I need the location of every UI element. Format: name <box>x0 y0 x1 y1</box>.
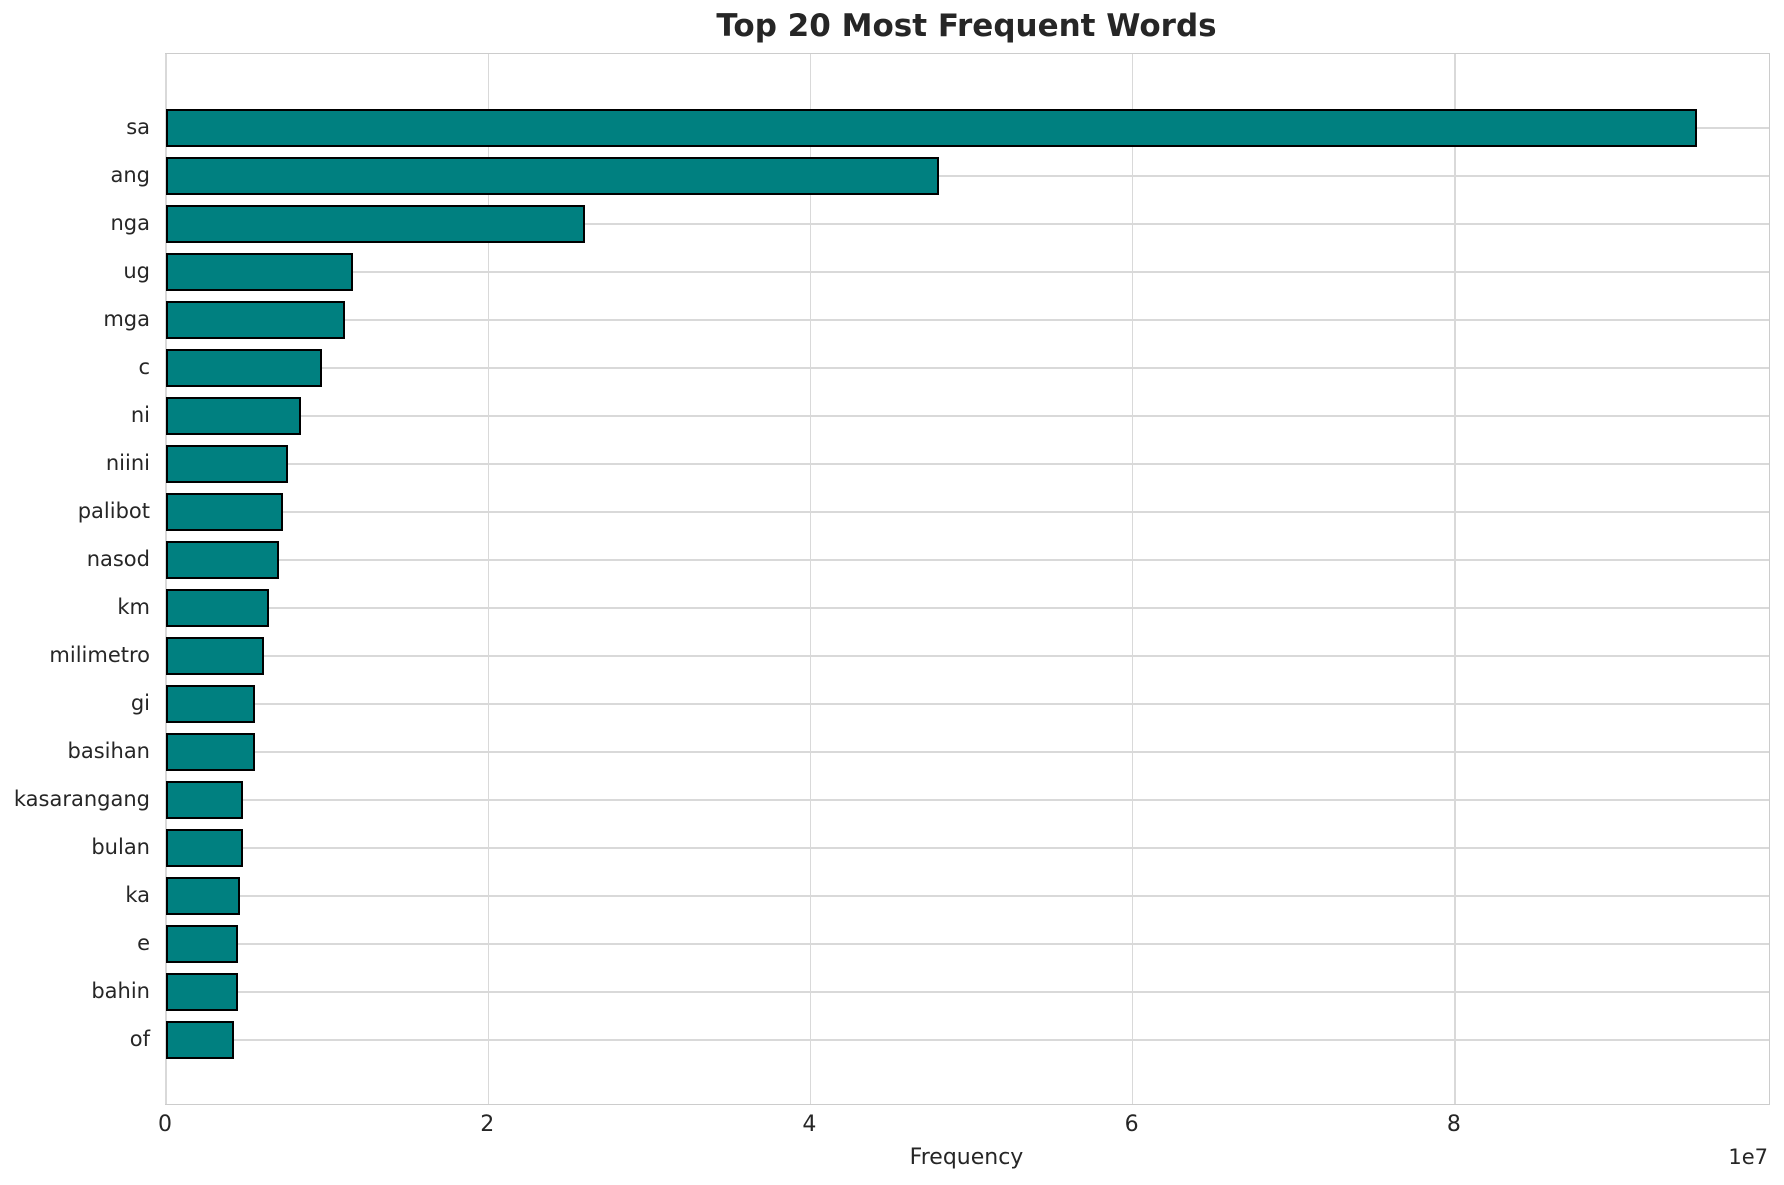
bar <box>166 205 585 243</box>
h-gridline <box>166 847 1769 849</box>
x-tick-label: 8 <box>1446 1112 1461 1137</box>
h-gridline <box>166 559 1769 561</box>
y-tick-label: milimetro <box>49 643 150 667</box>
h-gridline <box>166 1039 1769 1041</box>
v-gridline <box>1131 54 1134 1104</box>
h-gridline <box>166 943 1769 945</box>
h-gridline <box>166 223 1769 225</box>
h-gridline <box>166 751 1769 753</box>
bar <box>166 637 265 675</box>
bar <box>166 493 283 531</box>
bar <box>166 781 244 819</box>
y-tick-label: palibot <box>77 499 150 523</box>
bar <box>166 397 302 435</box>
y-tick-label: ni <box>130 403 150 427</box>
y-tick-label: bahin <box>91 979 150 1003</box>
plot-area <box>165 53 1770 1105</box>
y-tick-label: basihan <box>67 739 150 763</box>
v-gridline <box>165 54 167 1104</box>
h-gridline <box>166 463 1769 465</box>
v-gridline <box>1454 54 1456 1104</box>
y-tick-label: km <box>117 595 150 619</box>
h-gridline <box>166 991 1769 993</box>
h-gridline <box>166 367 1769 369</box>
h-gridline <box>166 271 1769 273</box>
y-tick-label: gi <box>130 691 150 715</box>
bar <box>166 1021 234 1059</box>
h-gridline <box>166 415 1769 417</box>
axis-offset-label: 1e7 <box>1728 1145 1768 1169</box>
bar <box>166 925 238 963</box>
bar <box>166 253 353 291</box>
bar <box>166 301 345 339</box>
y-tick-label: bulan <box>91 835 150 859</box>
x-axis-label: Frequency <box>909 1145 1024 1170</box>
v-gridline <box>809 54 812 1104</box>
h-gridline <box>166 511 1769 513</box>
y-tick-label: ang <box>110 163 150 187</box>
h-gridline <box>166 319 1769 321</box>
v-gridline <box>487 54 489 1104</box>
h-gridline <box>166 703 1769 705</box>
bar <box>166 541 279 579</box>
h-gridline <box>166 895 1769 897</box>
h-gridline <box>166 607 1769 609</box>
bar <box>166 733 255 771</box>
x-tick-label: 6 <box>1124 1112 1139 1137</box>
x-tick-label: 4 <box>802 1112 817 1137</box>
y-tick-label: kasarangang <box>13 787 150 811</box>
bar <box>166 877 241 915</box>
h-gridline <box>166 175 1769 177</box>
bar <box>166 445 289 483</box>
y-tick-label: niini <box>105 451 150 475</box>
y-tick-label: nga <box>110 211 150 235</box>
bar <box>166 973 238 1011</box>
bar <box>166 157 940 195</box>
y-tick-label: c <box>138 355 150 379</box>
bar <box>166 685 256 723</box>
y-tick-label: e <box>137 931 150 955</box>
y-tick-label: ug <box>123 259 150 283</box>
bar <box>166 109 1697 147</box>
y-tick-label: sa <box>126 115 150 139</box>
chart-title: Top 20 Most Frequent Words <box>716 8 1217 44</box>
bar <box>166 829 243 867</box>
y-tick-label: ka <box>125 883 150 907</box>
y-tick-label: nasod <box>86 547 150 571</box>
bar <box>166 589 270 627</box>
h-gridline <box>166 655 1769 657</box>
x-tick-label: 2 <box>480 1112 495 1137</box>
y-tick-label: mga <box>103 307 150 331</box>
x-tick-label: 0 <box>158 1112 172 1137</box>
bar <box>166 349 323 387</box>
y-tick-label: of <box>129 1027 150 1051</box>
h-gridline <box>166 799 1769 801</box>
